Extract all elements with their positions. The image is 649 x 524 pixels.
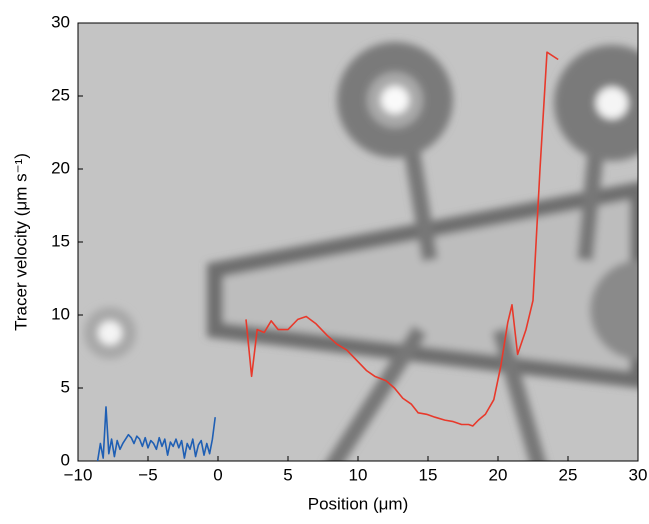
x-tick-label: 5 (283, 465, 292, 484)
y-axis-label: Tracer velocity (μm s⁻¹) (11, 153, 30, 331)
data-line (245, 51, 559, 427)
y-tick-label: 30 (51, 12, 70, 31)
x-tick-label: 30 (629, 465, 648, 484)
micrograph-background (78, 23, 638, 461)
y-tick-label: 15 (51, 231, 70, 250)
y-tick-label: 0 (61, 450, 70, 469)
y-tick-label: 25 (51, 85, 70, 104)
x-axis-label: Position (μm) (308, 494, 408, 513)
x-tick-label: 0 (213, 465, 222, 484)
y-tick-label: 10 (51, 304, 70, 323)
x-tick-label: 15 (419, 465, 438, 484)
x-tick-label: 25 (559, 465, 578, 484)
x-tick-label: −5 (138, 465, 157, 484)
data-line (96, 406, 216, 462)
x-tick-label: −10 (64, 465, 93, 484)
x-tick-label: 10 (349, 465, 368, 484)
y-tick-label: 20 (51, 158, 70, 177)
x-tick-label: 20 (489, 465, 508, 484)
y-tick-label: 5 (61, 377, 70, 396)
